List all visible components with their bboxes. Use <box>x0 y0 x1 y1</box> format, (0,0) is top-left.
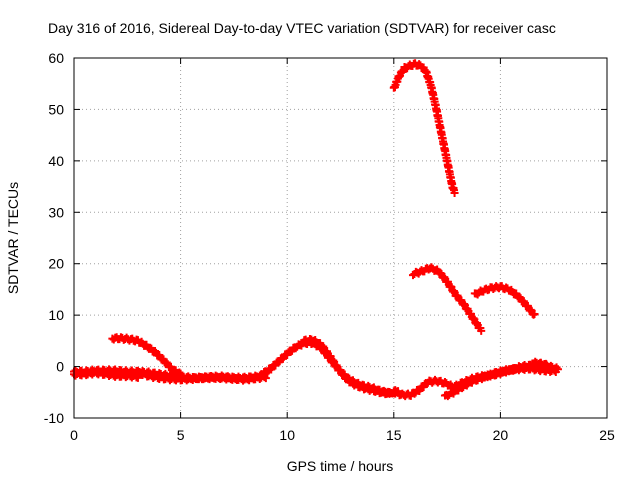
y-axis-title: SDTVAR / TECUs <box>5 182 21 294</box>
series-arc-12 <box>470 282 539 319</box>
axis-ticks <box>73 57 608 419</box>
data-point <box>515 293 524 302</box>
series-arc-6 <box>300 335 394 399</box>
x-tick-label: 20 <box>493 427 509 443</box>
x-axis-title: GPS time / hours <box>287 458 394 474</box>
data-point <box>176 369 185 378</box>
x-tick-label: 0 <box>70 427 78 443</box>
y-tick-label: 20 <box>48 256 64 272</box>
x-tick-label: 15 <box>386 427 402 443</box>
chart-title: Day 316 of 2016, Sidereal Day-to-day VTE… <box>48 20 556 36</box>
y-tick-label: 50 <box>48 101 64 117</box>
y-tick-labels: -10 0 10 20 30 40 50 60 <box>44 50 64 426</box>
series-arc-3 <box>108 333 185 378</box>
series-arc-9 <box>528 357 562 374</box>
x-tick-label: 25 <box>599 427 615 443</box>
y-tick-label: 10 <box>48 307 64 323</box>
y-tick-label: 40 <box>48 153 64 169</box>
series-arc-4 <box>133 368 270 385</box>
data-point <box>477 326 486 335</box>
y-tick-label: 30 <box>48 204 64 220</box>
x-tick-labels: 0 5 10 15 20 25 <box>70 427 615 443</box>
y-tick-label: -10 <box>44 410 64 426</box>
x-tick-label: 10 <box>279 427 295 443</box>
series-arc-10 <box>389 59 459 198</box>
data-markers <box>70 59 562 401</box>
y-tick-label: 60 <box>48 50 64 66</box>
x-tick-label: 5 <box>177 427 185 443</box>
data-point <box>553 365 562 374</box>
data-point <box>450 189 459 198</box>
series-arc-11 <box>408 263 486 335</box>
plot-area-frame <box>73 57 608 419</box>
y-tick-label: 0 <box>56 359 64 375</box>
data-point <box>530 309 539 318</box>
